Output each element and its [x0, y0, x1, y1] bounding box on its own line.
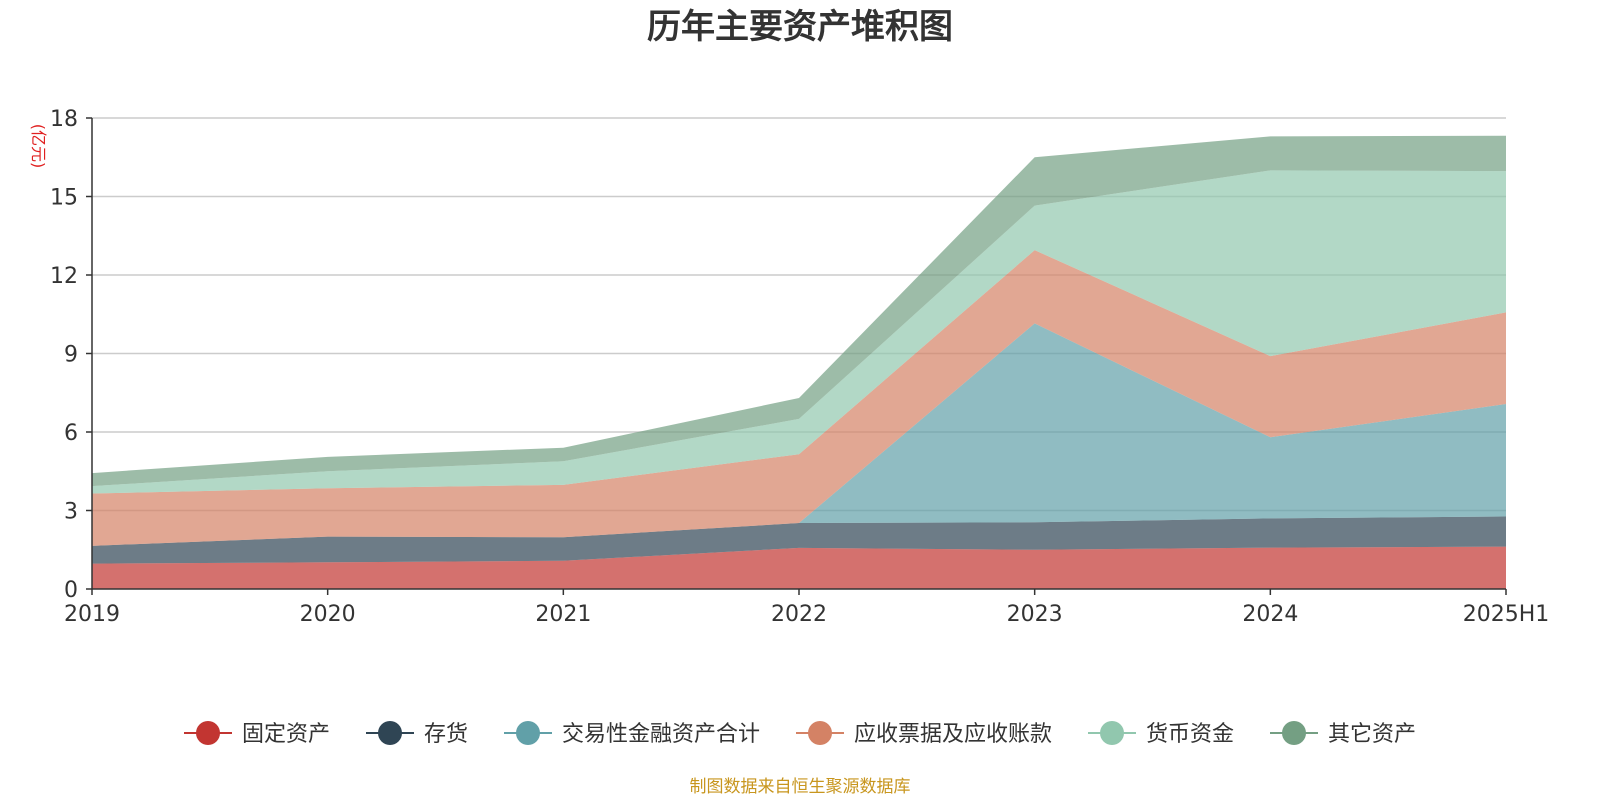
legend-label: 货币资金: [1146, 722, 1234, 747]
legend-label: 其它资产: [1328, 722, 1416, 747]
legend-item[interactable]: 货币资金: [1088, 721, 1234, 747]
x-tick-label: 2019: [64, 602, 120, 627]
legend-marker-icon: [196, 721, 220, 745]
legend-label: 固定资产: [242, 722, 330, 747]
y-tick-label: 18: [50, 107, 78, 132]
legend-item[interactable]: 其它资产: [1270, 721, 1416, 747]
y-tick-label: 12: [50, 264, 78, 289]
area-series-group: [92, 135, 1506, 589]
y-tick-label: 9: [64, 343, 78, 368]
legend-label: 应收票据及应收账款: [854, 722, 1052, 747]
area-应收票据及应收账款: [92, 250, 1506, 546]
x-tick-label: 2020: [300, 602, 356, 627]
source-note: 制图数据来自恒生聚源数据库: [690, 777, 911, 797]
legend[interactable]: 固定资产 存货 交易性金融资产合计 应收票据及应收账款 货币资金 其它资产: [184, 721, 1416, 747]
legend-label: 存货: [424, 722, 468, 747]
x-tick-label: 2021: [535, 602, 591, 627]
x-tick-label: 2023: [1007, 602, 1063, 627]
y-tick-label: 6: [64, 421, 78, 446]
legend-marker-icon: [1100, 721, 1124, 745]
area-交易性金融资产合计: [92, 323, 1506, 546]
x-tick-label: 2022: [771, 602, 827, 627]
x-axis-tick-labels: 2019 2020 2021 2022 2023 2024 2025H1: [64, 589, 1549, 627]
legend-item[interactable]: 交易性金融资产合计: [504, 721, 760, 747]
legend-marker-icon: [808, 721, 832, 745]
area-其它资产: [92, 135, 1506, 487]
y-axis-unit-label: (亿元): [29, 124, 48, 169]
x-tick-label: 2025H1: [1463, 602, 1550, 627]
area-固定资产: [92, 546, 1506, 589]
area-存货: [92, 516, 1506, 564]
y-tick-label: 15: [50, 186, 78, 211]
y-tick-label: 3: [64, 500, 78, 525]
chart-title: 历年主要资产堆积图: [647, 7, 953, 47]
area-货币资金: [92, 170, 1506, 494]
legend-item[interactable]: 存货: [366, 721, 468, 747]
x-tick-label: 2024: [1242, 602, 1298, 627]
legend-label: 交易性金融资产合计: [562, 722, 760, 747]
legend-marker-icon: [1282, 721, 1306, 745]
y-tick-label: 0: [64, 578, 78, 603]
y-axis-tick-labels: 0 3 6 9 12 15 18: [50, 107, 92, 603]
legend-marker-icon: [378, 721, 402, 745]
legend-item[interactable]: 应收票据及应收账款: [796, 721, 1052, 747]
legend-marker-icon: [516, 721, 540, 745]
legend-item[interactable]: 固定资产: [184, 721, 330, 747]
